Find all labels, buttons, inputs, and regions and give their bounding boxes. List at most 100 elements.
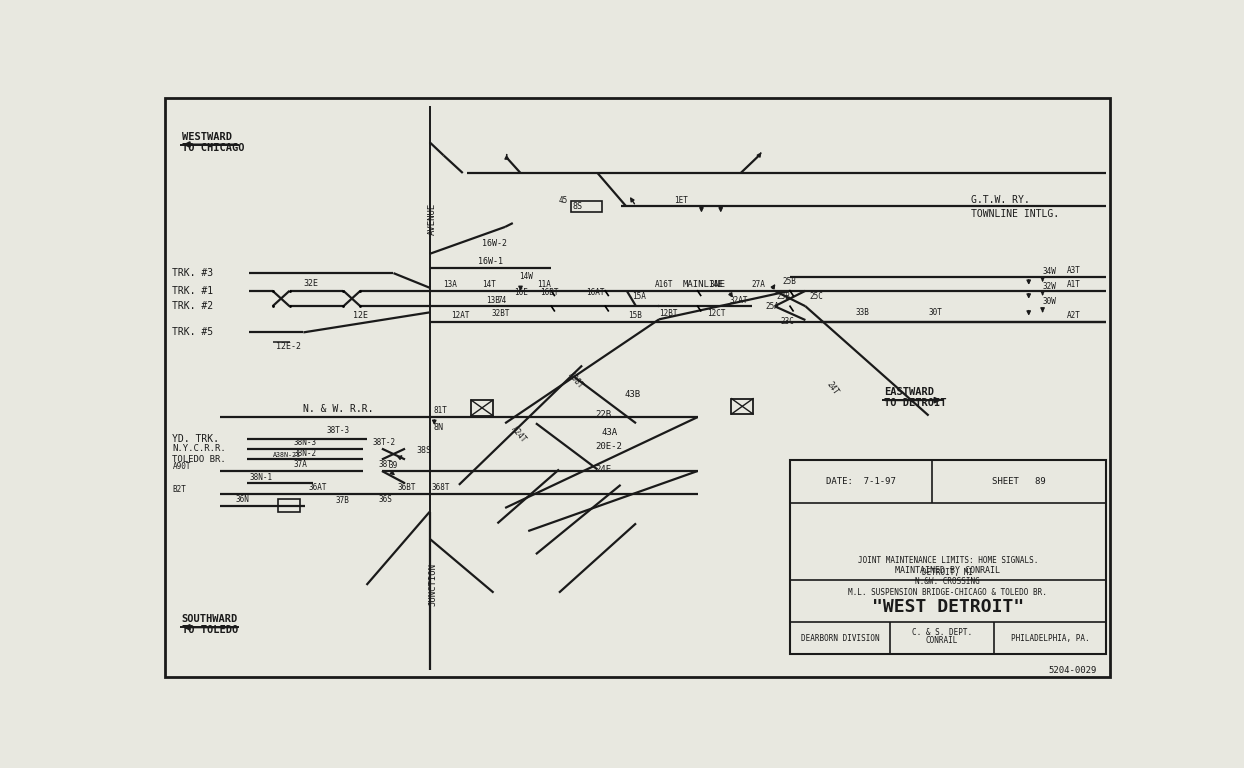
Text: 36BT: 36BT <box>397 483 415 492</box>
Text: A38T: A38T <box>567 371 586 391</box>
Text: TRK. #3: TRK. #3 <box>173 268 214 278</box>
Text: 32BT: 32BT <box>491 310 510 319</box>
Text: 38T-3: 38T-3 <box>326 426 350 435</box>
Text: PHILADELPHIA, PA.: PHILADELPHIA, PA. <box>1011 634 1090 644</box>
Text: 38S: 38S <box>417 445 432 455</box>
Text: 24E: 24E <box>595 465 611 474</box>
Text: A3T: A3T <box>1067 266 1081 275</box>
Text: 13B: 13B <box>486 296 500 305</box>
Text: 15A: 15A <box>632 293 646 302</box>
Text: A24T: A24T <box>509 425 527 445</box>
Text: MAINTAINED BY CONRAIL: MAINTAINED BY CONRAIL <box>896 566 1000 574</box>
Text: 30T: 30T <box>928 308 943 317</box>
Text: DEARBORN DIVISION: DEARBORN DIVISION <box>801 634 880 644</box>
Text: 38N-1: 38N-1 <box>250 472 272 482</box>
Text: N.Y.C.R.R.: N.Y.C.R.R. <box>173 444 226 453</box>
Bar <box>571 200 602 211</box>
Text: 5204-0029: 5204-0029 <box>1049 666 1096 675</box>
Text: AVENUE: AVENUE <box>428 203 437 235</box>
Text: A38N-21: A38N-21 <box>272 452 301 458</box>
Text: TOLEDO BR.: TOLEDO BR. <box>173 455 226 464</box>
Text: 33B: 33B <box>856 308 870 317</box>
Text: 27A: 27A <box>751 280 765 290</box>
Text: G.T.W. RY.: G.T.W. RY. <box>972 195 1030 205</box>
Text: 30W: 30W <box>1042 297 1056 306</box>
Text: 37B: 37B <box>336 496 350 505</box>
Text: TOWNLINE INTLG.: TOWNLINE INTLG. <box>972 209 1059 219</box>
Text: 16AT: 16AT <box>586 288 605 297</box>
Text: 43A: 43A <box>601 428 617 437</box>
Text: 45: 45 <box>559 197 569 205</box>
Text: TO TOLEDO: TO TOLEDO <box>182 624 238 634</box>
Text: YD. TRK.: YD. TRK. <box>173 434 219 444</box>
Text: DETROIT, MI: DETROIT, MI <box>922 568 973 577</box>
Text: A1T: A1T <box>1067 280 1081 290</box>
Text: 25B: 25B <box>782 277 796 286</box>
Text: EASTWARD: EASTWARD <box>884 388 934 398</box>
Text: TO CHICAGO: TO CHICAGO <box>182 143 244 153</box>
Text: CONRAIL: CONRAIL <box>926 636 958 645</box>
Text: N.&W. CROSSING: N.&W. CROSSING <box>916 578 980 587</box>
Text: 1ET: 1ET <box>674 197 688 205</box>
Text: A16T: A16T <box>656 280 674 290</box>
Text: 23C: 23C <box>781 317 795 326</box>
Text: 12E-2: 12E-2 <box>276 342 301 351</box>
Text: 15B: 15B <box>628 311 642 320</box>
Text: 36AT: 36AT <box>309 483 327 492</box>
Text: "WEST DETROIT": "WEST DETROIT" <box>872 598 1024 615</box>
Text: C. & S. DEPT.: C. & S. DEPT. <box>912 628 972 637</box>
Text: MAINLINE: MAINLINE <box>682 280 725 290</box>
Text: TRK. #5: TRK. #5 <box>173 327 214 337</box>
Text: 36S: 36S <box>378 495 392 504</box>
Text: 16BT: 16BT <box>541 288 559 297</box>
Text: 8S: 8S <box>573 202 583 210</box>
Text: 11A: 11A <box>537 280 551 290</box>
Text: DATE:  7-1-97: DATE: 7-1-97 <box>826 476 896 485</box>
Text: 14W: 14W <box>519 273 532 281</box>
Text: SHEET   89: SHEET 89 <box>991 476 1045 485</box>
Text: 12CT: 12CT <box>708 310 726 319</box>
Bar <box>471 400 493 415</box>
Text: 23B: 23B <box>776 293 790 302</box>
Text: 39: 39 <box>388 461 397 470</box>
Text: 38T-2: 38T-2 <box>373 438 396 447</box>
Text: TO DETROIT: TO DETROIT <box>884 399 947 409</box>
Text: 16W-1: 16W-1 <box>478 257 503 266</box>
Text: 38N-2: 38N-2 <box>294 449 316 458</box>
Text: 25C: 25C <box>810 293 824 302</box>
Text: 34W: 34W <box>1042 267 1056 276</box>
Bar <box>790 460 1106 654</box>
Text: 8N: 8N <box>433 423 444 432</box>
Text: JOINT MAINTENANCE LIMITS: HOME SIGNALS.: JOINT MAINTENANCE LIMITS: HOME SIGNALS. <box>857 556 1037 564</box>
Text: B2T: B2T <box>173 485 187 494</box>
Text: 368T: 368T <box>432 483 450 492</box>
Text: 38T: 38T <box>378 460 392 469</box>
Text: 14T: 14T <box>481 280 496 290</box>
Text: 13A: 13A <box>444 280 458 290</box>
Text: JUNCTION: JUNCTION <box>428 564 437 607</box>
Text: 16E: 16E <box>514 288 529 297</box>
Text: 74: 74 <box>498 296 506 305</box>
Text: 24T: 24T <box>825 380 840 397</box>
Text: 12BT: 12BT <box>659 310 678 319</box>
Text: M.L. SUSPENSION BRIDGE-CHICAGO & TOLEDO BR.: M.L. SUSPENSION BRIDGE-CHICAGO & TOLEDO … <box>848 588 1047 598</box>
Text: 12E: 12E <box>352 311 368 320</box>
Text: A2T: A2T <box>1067 311 1081 320</box>
Text: 43B: 43B <box>624 390 641 399</box>
Text: 32W: 32W <box>1042 283 1056 292</box>
Text: 34E: 34E <box>709 280 723 290</box>
Text: 32E: 32E <box>304 279 318 288</box>
Text: 12AT: 12AT <box>452 311 470 320</box>
Text: 16W-2: 16W-2 <box>481 239 508 247</box>
Text: 81T: 81T <box>433 406 448 415</box>
Text: TRK. #1: TRK. #1 <box>173 286 214 296</box>
Text: 25A: 25A <box>765 302 779 311</box>
Text: 38N-3: 38N-3 <box>294 438 316 447</box>
Bar <box>277 499 300 511</box>
Text: A90T: A90T <box>173 462 192 471</box>
Text: 32AT: 32AT <box>730 296 749 305</box>
Text: 36N: 36N <box>235 495 250 504</box>
Text: N. & W. R.R.: N. & W. R.R. <box>304 405 374 415</box>
Text: 22B: 22B <box>595 409 611 419</box>
Text: WESTWARD: WESTWARD <box>182 132 231 142</box>
